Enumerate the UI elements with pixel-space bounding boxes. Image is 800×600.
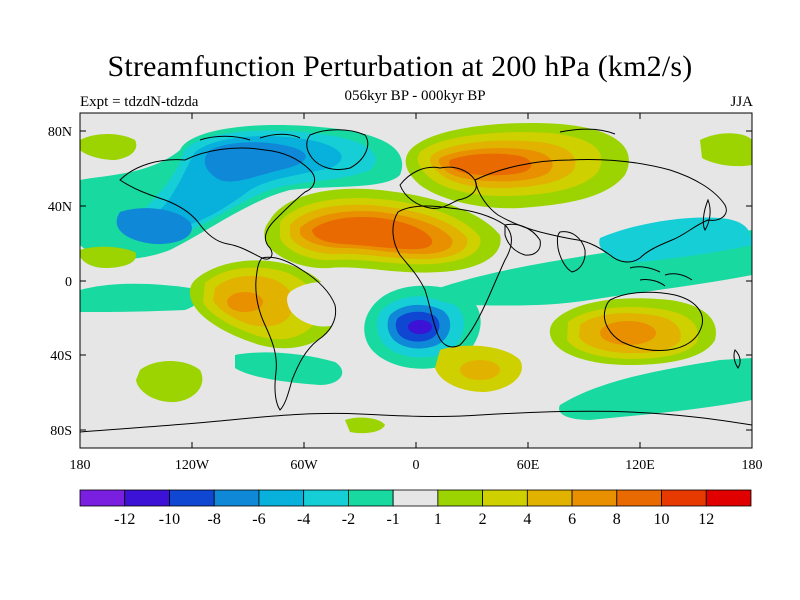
eurasia-high-core	[449, 153, 532, 176]
southern-ocean-band	[559, 358, 752, 420]
colorbar-label: 4	[523, 511, 531, 528]
plot-subtitle: 056kyr BP - 000kyr BP	[344, 88, 486, 104]
east-pacific-band	[80, 283, 200, 312]
coast-indonesia	[629, 266, 693, 287]
colorbar-swatch	[661, 489, 707, 507]
colorbar-swatch	[705, 489, 752, 507]
lon-tick-label: 60W	[290, 458, 318, 473]
colorbar-swatch	[79, 489, 126, 507]
south-america-high-core	[227, 292, 263, 312]
longitude-axis: 180 120W 60W 0 60E 120E 180	[70, 113, 763, 473]
coast-europe	[399, 166, 477, 209]
colorbar-label: -12	[114, 511, 135, 528]
coast-antarctica	[80, 410, 752, 433]
west-pacific-low	[599, 217, 752, 262]
coast-arctic-islands	[199, 128, 616, 141]
australia-high-core	[600, 321, 656, 345]
colorbar-label: -2	[342, 511, 355, 528]
lat-tick-label: 80S	[50, 424, 72, 439]
atlantic-gap	[287, 281, 354, 327]
pacific-south-band	[235, 352, 343, 385]
south-atlantic-low-core	[408, 320, 432, 334]
colorbar-label: 8	[613, 511, 621, 528]
coast-north-america	[119, 147, 316, 260]
colorbar-swatch	[571, 489, 618, 507]
colorbar-swatch	[258, 489, 305, 507]
colorbar-swatch	[347, 489, 394, 507]
contour-field	[80, 113, 752, 448]
colorbar-label: -6	[252, 511, 265, 528]
colorbar-swatch	[124, 489, 170, 507]
colorbar: -12 -10 -8 -6 -4 -2 -1 1 2 4 6 8 10 12	[79, 489, 752, 528]
colorbar-label: -8	[208, 511, 221, 528]
lon-tick-label: 120E	[625, 458, 655, 473]
pacific-low	[116, 208, 192, 245]
latitude-axis: 80N 40N 0 40S 80S	[48, 125, 752, 439]
lon-tick-label: 120W	[175, 458, 210, 473]
colorbar-label: -10	[159, 511, 180, 528]
north-america-low-core	[204, 142, 306, 182]
colorbar-swatch	[303, 489, 349, 507]
colorbar-label: 12	[698, 511, 714, 528]
plot-title: Streamfunction Perturbation at 200 hPa (…	[107, 50, 693, 83]
colorbar-swatch	[437, 489, 484, 507]
experiment-label: Expt = tdzdN-tdzda	[80, 94, 199, 110]
east-arctic-high	[700, 133, 752, 167]
lat-tick-label: 40S	[50, 349, 72, 364]
colorbar-label: -1	[386, 511, 399, 528]
east-pacific-high	[80, 246, 136, 268]
coast-south-america	[255, 256, 337, 411]
positive-anomalies	[80, 123, 752, 434]
colorbar-label: 10	[654, 511, 670, 528]
lat-tick-label: 0	[65, 275, 72, 290]
coast-australia	[603, 291, 704, 351]
atlantic-high-core	[312, 217, 433, 250]
lon-tick-label: 0	[413, 458, 420, 473]
coast-greenland	[306, 129, 369, 171]
colorbar-swatch	[213, 489, 260, 507]
coastlines	[80, 128, 752, 433]
coast-arabia	[504, 223, 541, 256]
season-label: JJA	[730, 94, 753, 110]
coast-asia	[474, 158, 727, 263]
colorbar-swatch	[482, 489, 528, 507]
colorbar-label: 2	[479, 511, 487, 528]
colorbar-swatch	[392, 489, 439, 507]
arctic-high	[80, 134, 137, 160]
colorbar-label: -4	[297, 511, 310, 528]
coast-new-zealand	[733, 349, 741, 369]
lon-tick-label: 180	[742, 458, 763, 473]
antarctic-high	[345, 417, 385, 434]
coast-india	[556, 231, 586, 273]
lon-tick-label: 180	[70, 458, 91, 473]
colorbar-swatch	[526, 489, 573, 507]
coast-africa	[392, 205, 512, 348]
africa-south-high-core	[460, 360, 500, 380]
lon-tick-label: 60E	[517, 458, 540, 473]
colorbar-label: 1	[434, 511, 442, 528]
lat-tick-label: 40N	[48, 200, 72, 215]
colorbar-swatch	[616, 489, 662, 507]
colorbar-swatch	[169, 489, 215, 507]
south-pacific-high	[136, 361, 203, 403]
lat-tick-label: 80N	[48, 125, 72, 140]
colorbar-label: 6	[568, 511, 576, 528]
coast-japan	[702, 198, 711, 231]
